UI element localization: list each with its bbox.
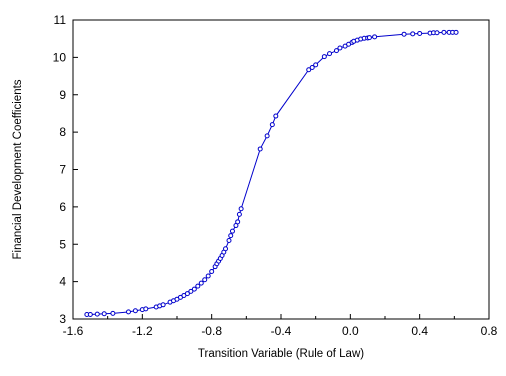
data-point <box>337 45 343 51</box>
x-tick-label: 0.4 <box>411 324 428 338</box>
y-tick-label: 7 <box>59 163 66 177</box>
x-axis-label: Transition Variable (Rule of Law) <box>198 348 364 360</box>
x-tick-label: 0.0 <box>342 324 359 338</box>
data-point <box>202 277 208 283</box>
data-point <box>238 206 244 212</box>
data-point <box>191 286 197 292</box>
data-point <box>434 30 440 36</box>
data-point <box>188 288 194 294</box>
y-tick-label: 8 <box>59 125 66 139</box>
data-point <box>198 280 204 286</box>
data-point <box>321 54 327 60</box>
data-point <box>306 67 312 73</box>
data-point <box>229 228 235 234</box>
data-point <box>333 48 339 54</box>
y-tick-label: 9 <box>59 88 66 102</box>
data-point <box>235 219 241 225</box>
y-tick-label: 6 <box>59 200 66 214</box>
plot-frame <box>72 19 490 320</box>
y-tick-label: 4 <box>59 275 66 289</box>
data-point <box>257 146 263 152</box>
y-tick-label: 5 <box>59 237 66 251</box>
data-point <box>143 306 149 312</box>
y-tick-label: 10 <box>53 50 67 64</box>
data-point <box>132 308 138 314</box>
data-point <box>160 302 166 308</box>
data-point <box>441 29 447 35</box>
data-point <box>228 233 234 239</box>
data-point <box>309 64 315 70</box>
data-point <box>94 311 100 317</box>
y-tick-label: 11 <box>54 13 67 27</box>
data-point <box>205 273 211 279</box>
data-point <box>410 31 416 37</box>
data-point <box>372 34 378 40</box>
data-point <box>264 133 270 139</box>
x-tick-label: 0.8 <box>481 324 498 338</box>
x-tick-label: -0.4 <box>271 324 292 338</box>
data-point <box>401 31 407 37</box>
data-point <box>236 211 242 217</box>
data-point <box>417 30 423 36</box>
data-point <box>101 311 107 317</box>
data-point <box>209 269 215 275</box>
axis-tick-labels: -1.6 -1.2 -0.8 -0.4 0.0 0.4 0.8 3 4 5 6 7 8 9 10 11 <box>53 13 498 338</box>
x-tick-label: -1.6 <box>63 324 84 338</box>
data-point <box>223 246 229 252</box>
data-point <box>327 51 333 57</box>
axis-ticks <box>72 19 490 320</box>
data-point <box>313 62 319 68</box>
data-point <box>87 312 93 318</box>
y-tick-label: 3 <box>59 312 66 326</box>
data-point <box>366 35 372 41</box>
data-point <box>195 283 201 289</box>
series-line <box>86 31 457 316</box>
data-point <box>453 29 459 35</box>
data-point <box>125 309 131 315</box>
x-tick-label: -1.2 <box>132 324 153 338</box>
y-axis-label: Financial Development Coefficients <box>12 79 24 259</box>
x-tick-label: -0.8 <box>201 324 222 338</box>
data-point <box>273 113 279 119</box>
data-point <box>110 310 116 316</box>
data-point <box>184 291 190 297</box>
data-point <box>226 238 232 244</box>
data-point <box>269 122 275 128</box>
data-points <box>84 29 459 318</box>
